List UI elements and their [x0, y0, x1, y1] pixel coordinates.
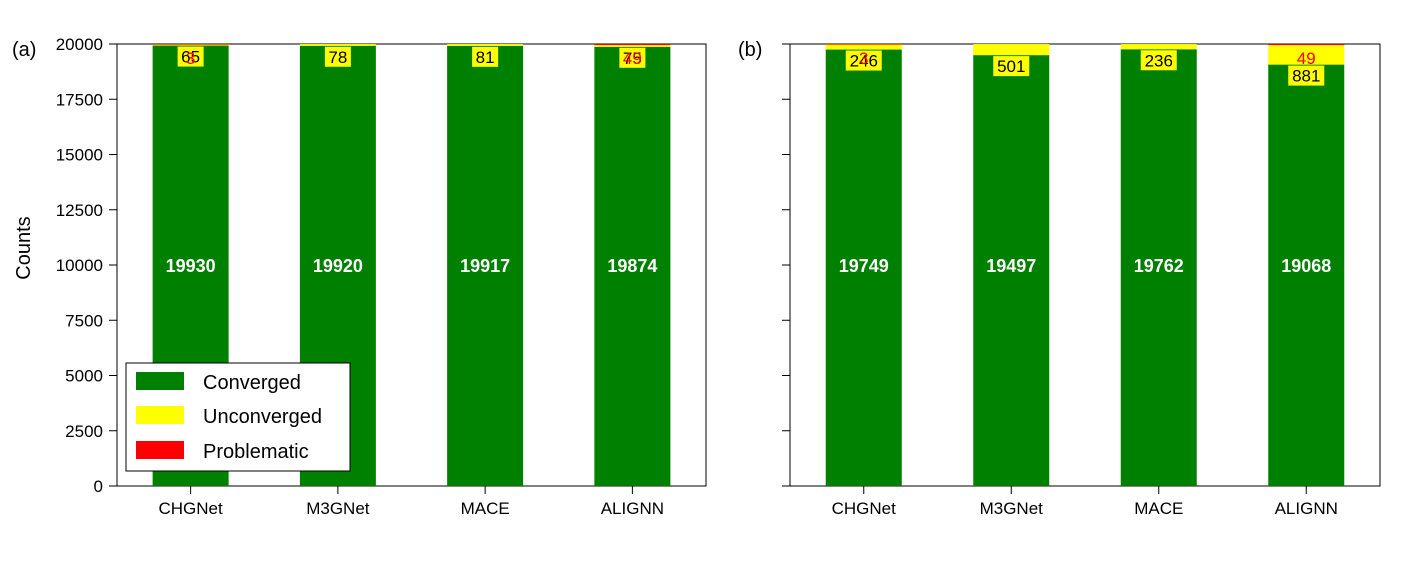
bar-converged	[1120, 49, 1197, 487]
legend-swatch-converged	[136, 372, 184, 390]
data-label-unconverged-bg	[324, 46, 351, 67]
data-label-unconverged-bg	[177, 46, 204, 67]
bar-converged	[973, 55, 1050, 486]
y-axis-label: Counts	[13, 216, 35, 279]
x-tick-label: MACE	[1134, 499, 1183, 518]
data-label-problematic: 49	[1297, 49, 1316, 68]
x-tick-label: ALIGNN	[601, 499, 664, 518]
y-tick-label: 7500	[65, 311, 103, 330]
bar-converged	[447, 45, 524, 487]
bar-unconverged	[1268, 45, 1345, 65]
bar-unconverged	[447, 44, 524, 46]
y-tick-label: 15000	[56, 146, 103, 165]
y-tick-label: 10000	[56, 256, 103, 275]
data-label-unconverged: 501	[997, 57, 1025, 76]
bar-converged	[1268, 64, 1345, 486]
data-label-converged: 19762	[1134, 256, 1184, 276]
bar-unconverged	[299, 44, 376, 46]
bar-converged	[825, 49, 902, 487]
data-label-problematic: 49	[623, 49, 642, 68]
legend-label-problematic: Problematic	[203, 441, 309, 463]
data-label-unconverged-bg	[472, 46, 499, 67]
x-tick-label: ALIGNN	[1275, 499, 1338, 518]
y-tick-label: 0	[94, 477, 103, 496]
bar-problematic	[152, 44, 229, 45]
x-tick-label: CHGNet	[832, 499, 897, 518]
data-label-unconverged: 236	[1145, 51, 1173, 70]
y-tick-label: 5000	[65, 367, 103, 386]
panel-label-a: (a)	[12, 39, 36, 61]
legend: Converged Unconverged Problematic	[125, 362, 351, 472]
data-label-unconverged-bg	[1140, 50, 1177, 71]
y-tick-label: 17500	[56, 90, 103, 109]
data-label-converged: 19068	[1281, 256, 1331, 276]
panel-label-b: (b)	[738, 39, 762, 61]
data-label-unconverged: 81	[476, 48, 495, 67]
x-tick-label: M3GNet	[306, 499, 370, 518]
data-label-unconverged: 246	[850, 52, 878, 71]
legend-label-unconverged: Unconverged	[203, 406, 322, 428]
data-label-converged: 19497	[986, 256, 1036, 276]
data-label-converged: 19930	[166, 256, 216, 276]
y-tick-label: 20000	[56, 35, 103, 54]
bar-unconverged	[1120, 44, 1197, 50]
legend-swatch-problematic	[136, 441, 184, 459]
panel-a: (a) 0 2500 5000 7500 10000 12500 15000 17500 200…	[12, 35, 707, 518]
data-label-unconverged: 75	[623, 49, 642, 68]
bar-unconverged	[152, 44, 229, 46]
data-label-unconverged-bg	[619, 47, 646, 68]
bar-unconverged	[973, 44, 1050, 56]
bar-problematic	[1268, 44, 1345, 46]
bar-problematic	[825, 44, 902, 45]
y-tick-label: 2500	[65, 422, 103, 441]
x-tick-label: MACE	[461, 499, 510, 518]
data-label-problematic: 3	[859, 49, 868, 68]
y-tick-label: 12500	[56, 201, 103, 220]
data-label-converged: 19749	[839, 256, 889, 276]
data-label-problematic: 3	[186, 49, 195, 68]
data-label-converged: 19920	[313, 256, 363, 276]
data-label-converged: 19874	[607, 256, 657, 276]
bar-converged	[594, 46, 671, 486]
data-label-unconverged-bg	[1288, 65, 1325, 86]
data-label-unconverged: 65	[181, 48, 200, 67]
bar-unconverged	[594, 45, 671, 47]
x-tick-label: M3GNet	[980, 499, 1044, 518]
bar-unconverged	[825, 44, 902, 50]
data-label-unconverged: 881	[1292, 67, 1320, 86]
data-label-unconverged: 78	[328, 48, 347, 67]
data-label-converged: 19917	[460, 256, 510, 276]
data-label-unconverged-bg	[993, 56, 1030, 77]
bar-problematic	[594, 44, 671, 46]
data-label-unconverged-bg	[845, 50, 882, 71]
legend-label-converged: Converged	[203, 372, 301, 394]
x-tick-label: CHGNet	[159, 499, 224, 518]
legend-swatch-unconverged	[136, 406, 184, 424]
